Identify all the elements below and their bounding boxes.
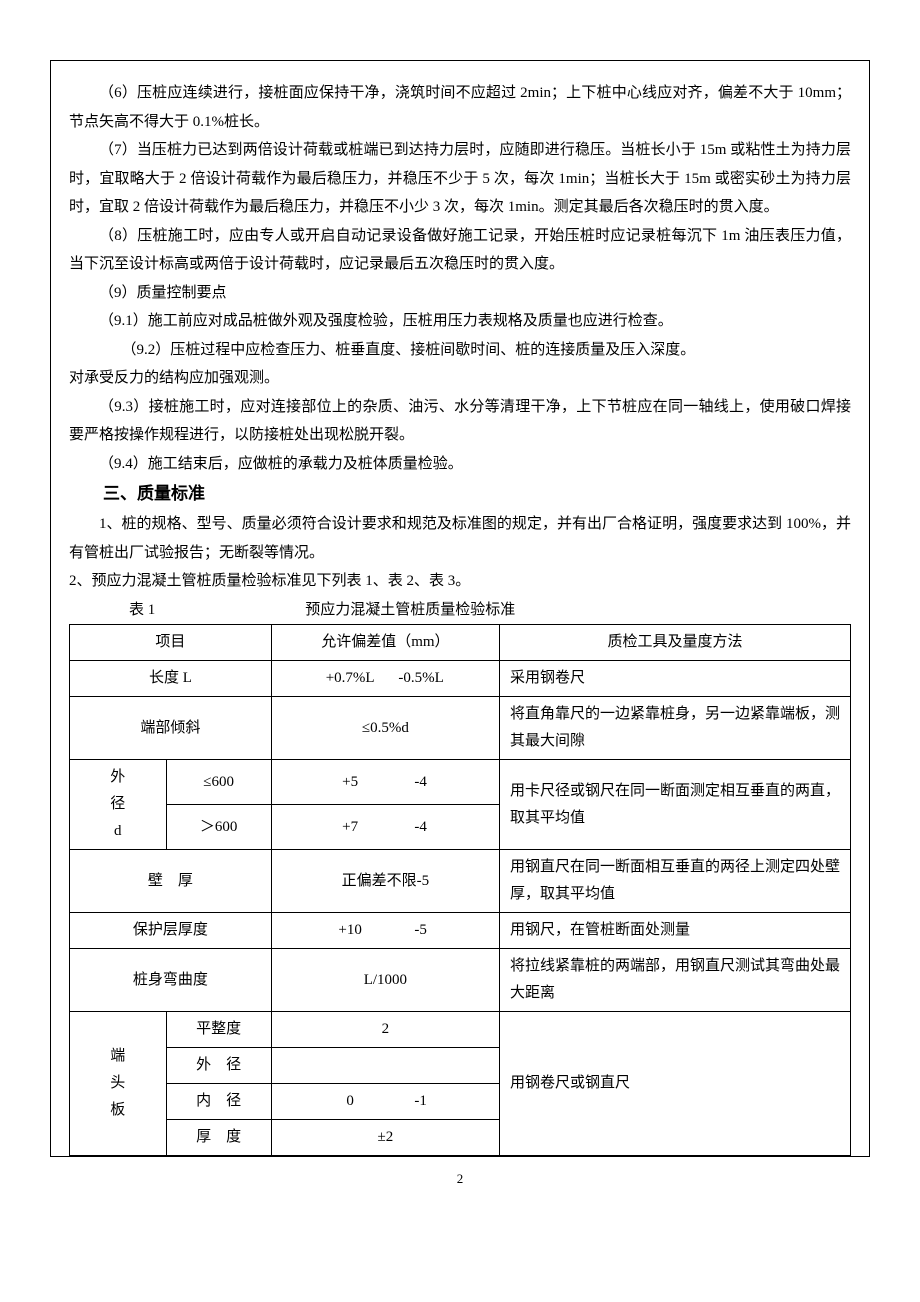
- cell-group-diameter: 外径d: [70, 760, 167, 850]
- th-tool: 质检工具及量度方法: [499, 625, 850, 661]
- cell-tolerance: 0-1: [271, 1084, 499, 1120]
- table1-caption-left: 表 1: [129, 602, 155, 618]
- paragraph-6: （6）压桩应连续进行，接桩面应保持干净，浇筑时间不应超过 2min；上下桩中心线…: [69, 79, 851, 136]
- cell-tolerance: +0.7%L-0.5%L: [271, 661, 499, 697]
- paragraph-9-2-line1: （9.2）压桩过程中应检查压力、桩垂直度、接桩间歇时间、桩的连接质量及压入深度。: [69, 336, 851, 365]
- cell-tolerance: 2: [271, 1012, 499, 1048]
- cell-subitem: 内 径: [166, 1084, 271, 1120]
- cell-tool: 将拉线紧靠桩的两端部，用钢直尺测试其弯曲处最大距离: [499, 949, 850, 1012]
- cell-tool: 用钢卷尺或钢直尺: [499, 1012, 850, 1156]
- cell-tolerance: [271, 1048, 499, 1084]
- table-row: 长度 L +0.7%L-0.5%L 采用钢卷尺: [70, 661, 851, 697]
- cell-subitem: 厚 度: [166, 1120, 271, 1156]
- cell-tolerance: L/1000: [271, 949, 499, 1012]
- section-3-p2: 2、预应力混凝土管桩质量检验标准见下列表 1、表 2、表 3。: [69, 567, 851, 596]
- th-tolerance: 允许偏差值（mm）: [271, 625, 499, 661]
- cell-cond: ＞600: [166, 805, 271, 850]
- cell-tolerance: +10-5: [271, 913, 499, 949]
- table-row: 端头板 平整度 2 用钢卷尺或钢直尺: [70, 1012, 851, 1048]
- table-row: 保护层厚度 +10-5 用钢尺，在管桩断面处测量: [70, 913, 851, 949]
- paragraph-9-3: （9.3）接桩施工时，应对连接部位上的杂质、油污、水分等清理干净，上下节桩应在同…: [69, 393, 851, 450]
- table-header-row: 项目 允许偏差值（mm） 质检工具及量度方法: [70, 625, 851, 661]
- cell-item: 保护层厚度: [70, 913, 272, 949]
- cell-item: 壁 厚: [70, 850, 272, 913]
- paragraph-9: （9）质量控制要点: [69, 279, 851, 308]
- table-row: 外径d ≤600 +5-4 用卡尺径或钢尺在同一断面测定相互垂直的两直，取其平均…: [70, 760, 851, 805]
- cell-tolerance: ≤0.5%d: [271, 697, 499, 760]
- cell-item: 端部倾斜: [70, 697, 272, 760]
- table-row: 端部倾斜 ≤0.5%d 将直角靠尺的一边紧靠桩身，另一边紧靠端板，测其最大间隙: [70, 697, 851, 760]
- paragraph-9-2-line2: 对承受反力的结构应加强观测。: [69, 364, 851, 393]
- th-item: 项目: [70, 625, 272, 661]
- table-row: 壁 厚 正偏差不限-5 用钢直尺在同一断面相互垂直的两径上测定四处壁厚，取其平均…: [70, 850, 851, 913]
- cell-tolerance: 正偏差不限-5: [271, 850, 499, 913]
- table-row: 桩身弯曲度 L/1000 将拉线紧靠桩的两端部，用钢直尺测试其弯曲处最大距离: [70, 949, 851, 1012]
- cell-item: 长度 L: [70, 661, 272, 697]
- cell-subitem: 平整度: [166, 1012, 271, 1048]
- cell-subitem: 外 径: [166, 1048, 271, 1084]
- cell-tool: 用卡尺径或钢尺在同一断面测定相互垂直的两直，取其平均值: [499, 760, 850, 850]
- section-3-title: 三、质量标准: [69, 478, 851, 510]
- table1-caption-right: 预应力混凝土管桩质量检验标准: [305, 602, 515, 618]
- cell-tool: 采用钢卷尺: [499, 661, 850, 697]
- paragraph-7: （7）当压桩力已达到两倍设计荷载或桩端已到达持力层时，应随即进行稳压。当桩长小于…: [69, 136, 851, 222]
- page-content-frame: （6）压桩应连续进行，接桩面应保持干净，浇筑时间不应超过 2min；上下桩中心线…: [50, 60, 870, 1157]
- cell-tool: 用钢尺，在管桩断面处测量: [499, 913, 850, 949]
- cell-item: 桩身弯曲度: [70, 949, 272, 1012]
- paragraph-9-4: （9.4）施工结束后，应做桩的承载力及桩体质量检验。: [69, 450, 851, 479]
- cell-tolerance: +7-4: [271, 805, 499, 850]
- cell-group-endplate: 端头板: [70, 1012, 167, 1156]
- cell-tolerance: +5-4: [271, 760, 499, 805]
- section-3-p1: 1、桩的规格、型号、质量必须符合设计要求和规范及标准图的规定，并有出厂合格证明，…: [69, 510, 851, 567]
- paragraph-8: （8）压桩施工时，应由专人或开启自动记录设备做好施工记录，开始压桩时应记录桩每沉…: [69, 222, 851, 279]
- page-number: 2: [50, 1171, 870, 1187]
- cell-tolerance: ±2: [271, 1120, 499, 1156]
- quality-table-1: 项目 允许偏差值（mm） 质检工具及量度方法 长度 L +0.7%L-0.5%L…: [69, 624, 851, 1156]
- cell-tool: 用钢直尺在同一断面相互垂直的两径上测定四处壁厚，取其平均值: [499, 850, 850, 913]
- cell-cond: ≤600: [166, 760, 271, 805]
- table1-caption: 表 1 预应力混凝土管桩质量检验标准: [69, 596, 851, 625]
- cell-tool: 将直角靠尺的一边紧靠桩身，另一边紧靠端板，测其最大间隙: [499, 697, 850, 760]
- paragraph-9-1: （9.1）施工前应对成品桩做外观及强度检验，压桩用压力表规格及质量也应进行检查。: [69, 307, 851, 336]
